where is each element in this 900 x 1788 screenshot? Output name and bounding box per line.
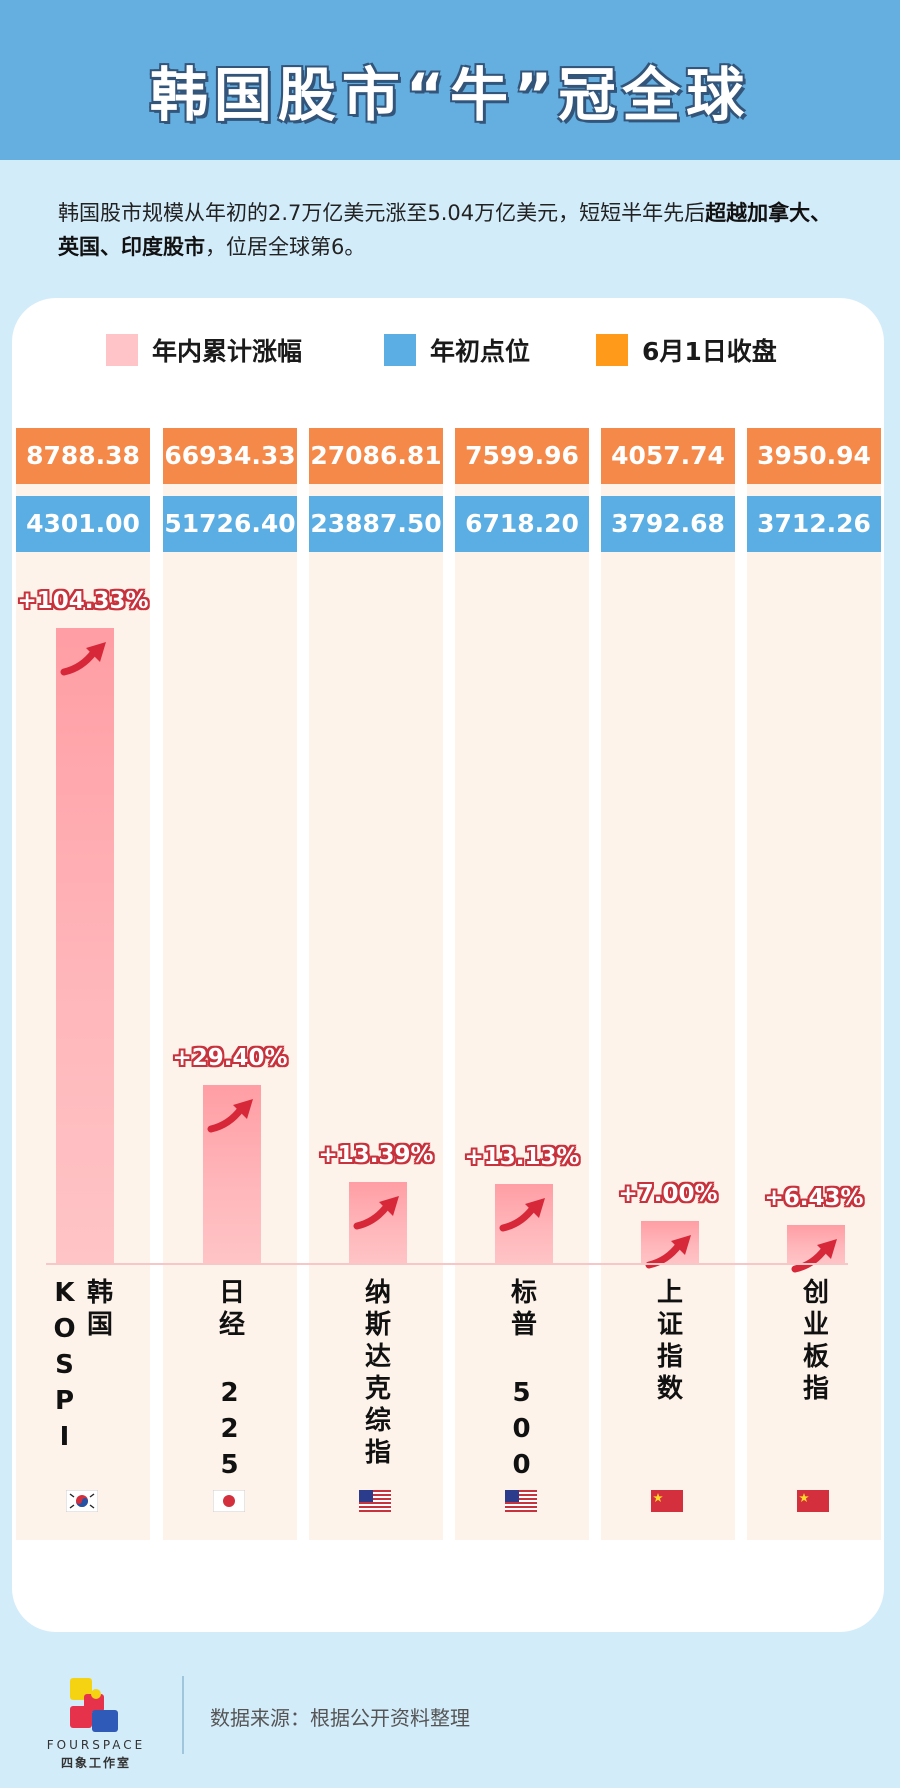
up-arrow-icon — [499, 1197, 545, 1232]
chart-column: 8788.38 4301.00 +104.33% 韩国 KOSPI — [16, 428, 150, 1540]
close-value-label: 4057.74 — [601, 428, 735, 484]
open-value-label: 4301.00 — [16, 496, 150, 552]
legend-label-gain: 年内累计涨幅 — [152, 337, 303, 366]
logo-mark-icon — [70, 1678, 118, 1732]
legend-swatch-close — [596, 334, 628, 366]
index-name: 纳斯达克综指 — [360, 1278, 391, 1470]
gain-bar — [349, 1182, 407, 1264]
open-value-label: 3792.68 — [601, 496, 735, 552]
bar-area: +104.33% — [16, 578, 150, 1264]
gain-value-label: +6.43% — [764, 1184, 864, 1211]
gain-bar — [203, 1084, 261, 1264]
gain-value-label: +29.40% — [172, 1044, 288, 1071]
close-value-label: 7599.96 — [455, 428, 589, 484]
index-name: 韩国 KOSPI — [49, 1278, 113, 1458]
page-title: 韩国股市“牛”冠全球 — [149, 61, 751, 129]
flag-us-icon — [359, 1490, 391, 1512]
open-value-label: 51726.40 — [163, 496, 297, 552]
close-value-label: 8788.38 — [16, 428, 150, 484]
intro-text: 韩国股市规模从年初的2.7万亿美元涨至5.04万亿美元，短短半年先后超越加拿大、… — [58, 196, 848, 264]
flag-cn-icon — [651, 1490, 683, 1512]
gain-bar — [641, 1221, 699, 1269]
flag-kr-icon — [65, 1489, 99, 1513]
intro-part1: 韩国股市规模从年初的2.7万亿美元涨至5.04万亿美元，短短半年先后 — [58, 201, 706, 225]
chart-column: 7599.96 6718.20 +13.13% 标普 500 — [455, 428, 589, 1540]
up-arrow-icon — [791, 1238, 837, 1273]
chart-column: 3950.94 3712.26 +6.43% 创业板指 — [747, 428, 881, 1540]
open-value-label: 23887.50 — [309, 496, 443, 552]
close-value-label: 27086.81 — [309, 428, 443, 484]
open-value-label: 3712.26 — [747, 496, 881, 552]
gain-value-label: +7.00% — [618, 1181, 718, 1208]
legend-swatch-gain — [106, 334, 138, 366]
logo-text-cn: 四象工作室 — [60, 1756, 131, 1770]
bar-area: +13.39% — [309, 578, 443, 1264]
gain-bar — [495, 1183, 553, 1264]
up-arrow-icon — [353, 1196, 399, 1230]
legend-label-open: 年初点位 — [430, 337, 531, 366]
close-value-label: 66934.33 — [163, 428, 297, 484]
bar-area: +13.13% — [455, 578, 589, 1264]
footer-divider — [182, 1676, 184, 1754]
flag-us-icon — [505, 1490, 537, 1512]
chart-column: 66934.33 51726.40 +29.40% 日经 225 — [163, 428, 297, 1540]
gain-value-label: +104.33% — [17, 588, 149, 614]
close-value-label: 3950.94 — [747, 428, 881, 484]
chart-column: 27086.81 23887.50 +13.39% 纳斯达克综指 — [309, 428, 443, 1540]
logo: FOURSPACE 四象工作室 — [36, 1672, 156, 1772]
intro-bold: 超越加拿大、英国、印度股市 — [58, 201, 832, 259]
open-value-label: 6718.20 — [455, 496, 589, 552]
data-source: 数据来源：根据公开资料整理 — [210, 1706, 470, 1730]
up-arrow-icon — [645, 1235, 691, 1269]
index-name: 创业板指 — [798, 1278, 829, 1406]
legend-swatch-open — [384, 334, 416, 366]
chart-card — [12, 298, 884, 1632]
bar-area: +6.43% — [747, 578, 881, 1273]
logo-text-en: FOURSPACE — [46, 1738, 146, 1752]
index-name: 日经 225 — [214, 1278, 245, 1486]
gain-bar — [56, 628, 114, 1264]
header-banner — [0, 0, 900, 160]
flag-cn-icon — [797, 1490, 829, 1512]
index-name: 上证指数 — [652, 1278, 683, 1406]
chart-baseline — [46, 1263, 848, 1265]
chart-column: 4057.74 3792.68 +7.00% 上证指数 — [601, 428, 735, 1540]
gain-bar — [787, 1224, 845, 1273]
up-arrow-icon — [207, 1098, 253, 1133]
gain-value-label: +13.13% — [464, 1143, 580, 1170]
index-name: 标普 500 — [506, 1278, 537, 1486]
bar-area: +7.00% — [601, 578, 735, 1269]
intro-part2: ，位居全球第6。 — [205, 235, 366, 259]
legend: 年内累计涨幅 年初点位 6月1日收盘 — [0, 328, 900, 372]
legend-label-close: 6月1日收盘 — [642, 337, 777, 366]
up-arrow-icon — [60, 642, 106, 676]
bar-area: +29.40% — [163, 578, 297, 1264]
flag-jp-icon — [212, 1489, 246, 1513]
gain-value-label: +13.39% — [318, 1142, 434, 1169]
